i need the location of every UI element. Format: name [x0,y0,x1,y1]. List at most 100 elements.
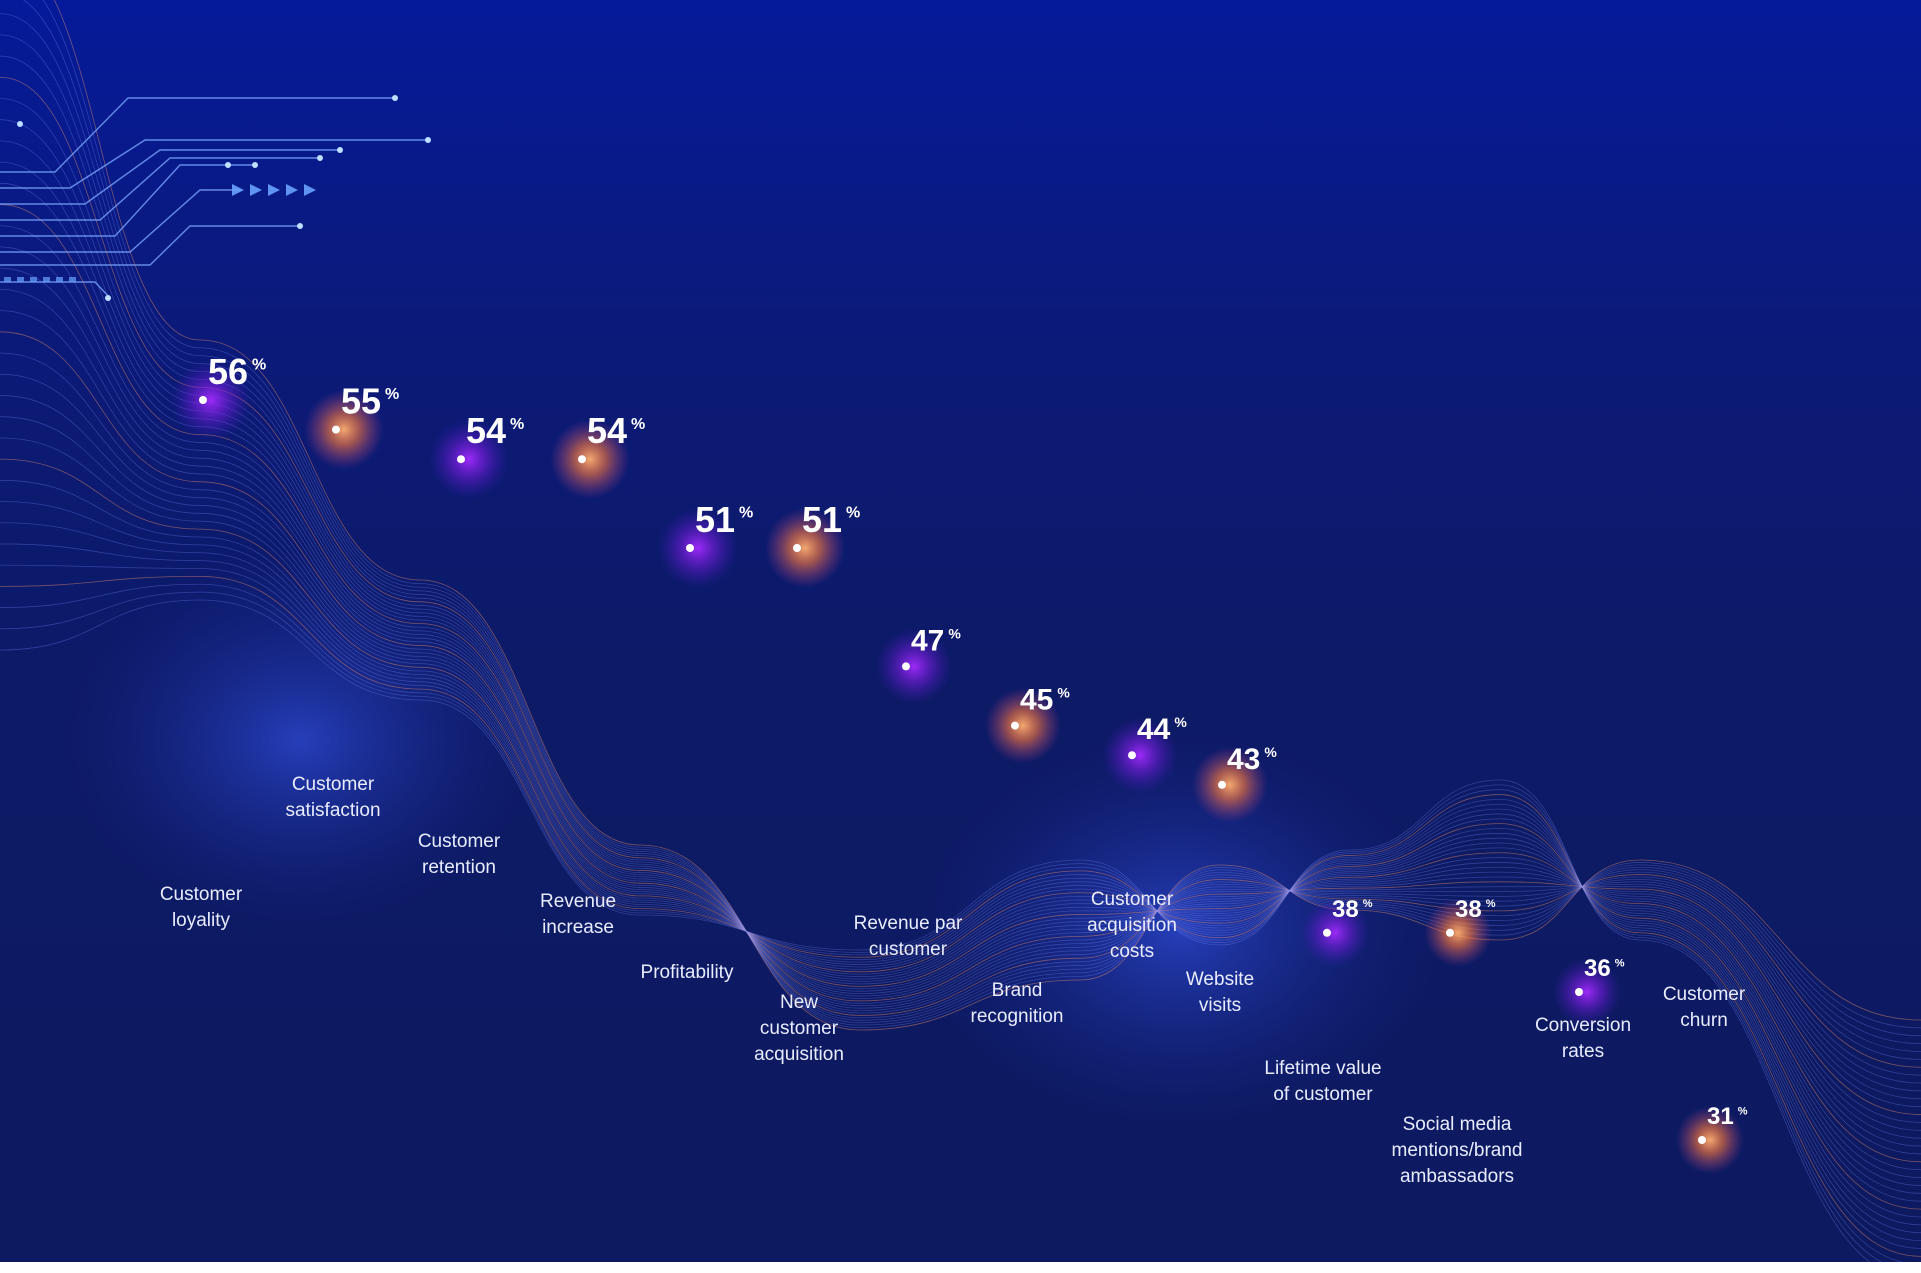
wave-line [0,437,1921,1202]
category-label-line: increase [542,917,614,938]
value-unit: % [631,416,645,433]
category-label-line: Profitability [641,962,734,983]
category-label-line: customer [760,1018,839,1039]
wave-line [0,98,1921,1076]
wave-line [0,76,1921,1068]
bg-glow-left [60,550,540,930]
category-label-line: Customer [1091,889,1174,910]
arrow-chevron [250,184,262,196]
point-glow [1192,746,1268,823]
wave-line [22,0,1921,1037]
point-glow [985,687,1061,764]
category-label: Revenue par customer [854,913,963,960]
wave-line [0,583,1904,1262]
circuit-node-dot [297,223,303,229]
chart-points [171,360,1744,1174]
data-point-dot [1218,780,1226,789]
data-point-dot [686,544,694,552]
data-point-dot [1323,928,1331,937]
arrow-chevron [304,184,316,196]
wave-line [0,599,1871,1262]
value-unit: % [846,505,860,522]
data-point-dot [1128,751,1136,760]
wave-line [0,395,1921,1186]
wave-line [0,373,1921,1178]
point-glow [876,628,952,705]
category-label: Customer churn [1663,984,1746,1031]
data-point-dot [457,455,465,464]
wave-line [0,246,1921,1131]
category-label: Customer loyality [160,884,243,931]
circuit-node-dot [317,155,323,161]
circuit-node-dot [337,147,343,153]
category-label-line: costs [1110,941,1154,962]
category-label: Customer satisfaction [285,774,380,821]
wave-line [0,161,1921,1100]
category-label-line: visits [1199,995,1241,1016]
circuit-node-dot [105,295,111,301]
data-point-dot [1698,1136,1706,1144]
circuit-line [0,149,340,205]
wave-line [0,55,1921,1060]
value-label: 36% [1584,955,1625,982]
category-label: Customer acquisition costs [1087,889,1177,962]
value-label: 38% [1455,896,1496,923]
wave-line [0,575,1921,1257]
value-label: 47% [911,624,961,657]
dash-dot [4,277,11,282]
category-label-line: Customer [160,884,243,905]
value-unit: % [1615,957,1625,969]
wave-line [0,416,1921,1194]
arrow-chevron [286,184,298,196]
wave-line [0,331,1921,1163]
value-label: 55% [341,381,399,422]
point-glow [550,419,630,500]
value-unit: % [739,505,753,522]
circuit-node-dot [252,162,258,168]
point-glow [765,508,845,588]
value-unit: % [1264,744,1277,760]
value-label: 54% [466,410,524,451]
value-label: 56% [208,351,266,392]
wave-line [0,522,1921,1234]
circuit-lines-decoration [0,95,431,301]
circuit-line [0,189,240,253]
value-unit: % [510,416,524,433]
value-label: 45% [1020,684,1070,717]
value-unit: % [385,386,399,403]
point-glow [1424,898,1492,967]
wave-line [0,501,1921,1226]
value-label: 51% [802,499,860,540]
category-label-line: acquisition [1087,915,1177,936]
category-label-line: Revenue [540,891,616,912]
circuit-node-dot [425,137,431,143]
value-label: 31% [1707,1103,1748,1130]
category-label-line: Lifetime value [1264,1058,1381,1079]
data-point-dot [578,455,586,464]
value-unit: % [1486,898,1496,910]
category-label-line: recognition [971,1006,1064,1027]
wave-line [0,140,1921,1092]
value-unit: % [1738,1105,1748,1117]
value-unit: % [1057,685,1070,701]
category-label-line: Brand [992,980,1043,1001]
point-glow [1301,898,1369,967]
category-label-line: New [780,992,818,1013]
point-glow [171,360,251,440]
category-label-line: customer [869,939,948,960]
category-label: Lifetime value of customer [1264,1058,1381,1105]
wave-line [42,0,1921,1029]
category-label-line: Customer [418,831,501,852]
dash-dot [69,277,76,282]
circuit-line [0,225,300,266]
data-point-dot [1575,988,1583,996]
arrow-chevron [268,184,280,196]
dash-dot [17,277,24,282]
wave-line [0,543,1921,1242]
wave-line [0,352,1921,1171]
wave-line [0,119,1921,1084]
point-glow [1102,717,1178,794]
category-label-line: Social media [1403,1114,1512,1135]
point-glow [658,508,738,588]
